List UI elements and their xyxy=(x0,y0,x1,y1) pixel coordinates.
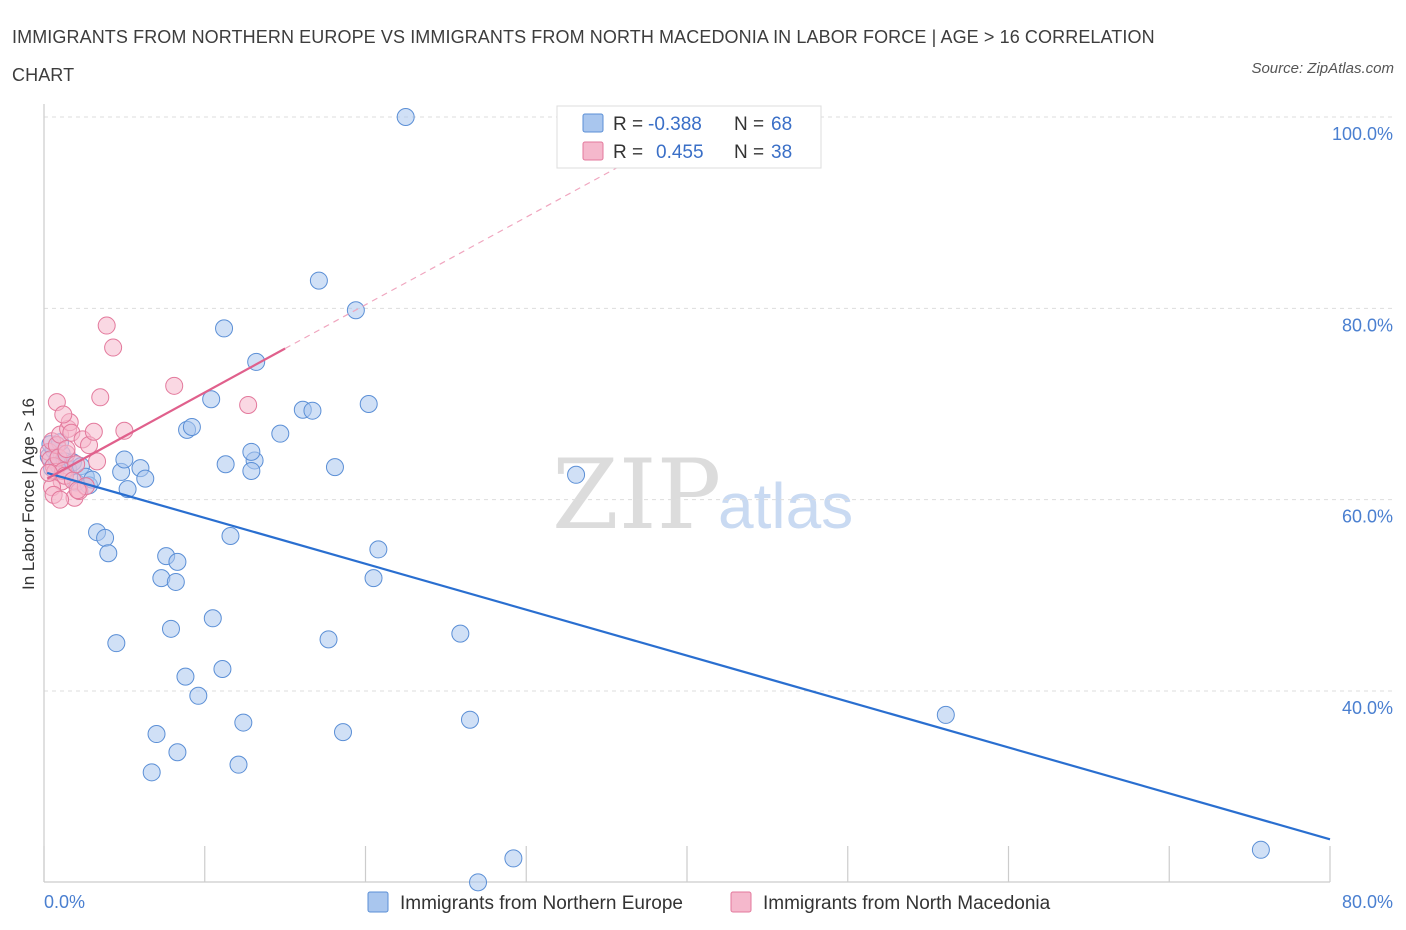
y-tick-label: 40.0% xyxy=(1342,698,1393,718)
point-northern-europe xyxy=(168,552,187,571)
point-north-macedonia xyxy=(54,405,73,424)
point-northern-europe xyxy=(325,458,344,477)
point-northern-europe xyxy=(234,713,253,732)
legend-n-value-2: 38 xyxy=(771,142,792,163)
point-north-macedonia xyxy=(57,439,76,458)
chart-title: IMMIGRANTS FROM NORTHERN EUROPE VS IMMIG… xyxy=(12,27,1155,85)
point-north-macedonia xyxy=(239,395,258,414)
legend-r-label-1: R = xyxy=(613,114,643,135)
point-northern-europe xyxy=(115,450,134,469)
point-northern-europe xyxy=(396,108,415,126)
point-northern-europe xyxy=(136,469,155,488)
point-northern-europe xyxy=(189,686,208,705)
x-tick-label-min: 0.0% xyxy=(44,892,85,912)
point-northern-europe xyxy=(451,624,470,643)
point-north-macedonia xyxy=(165,376,184,395)
point-northern-europe xyxy=(469,873,488,892)
point-northern-europe xyxy=(182,417,201,436)
point-northern-europe xyxy=(202,390,221,409)
point-north-macedonia xyxy=(104,338,123,357)
y-axis-tick-labels: 100.0% 80.0% 60.0% 40.0% xyxy=(1332,124,1393,718)
bottom-legend-label-pink: Immigrants from North Macedonia xyxy=(763,893,1051,914)
point-northern-europe xyxy=(319,630,338,649)
point-north-macedonia xyxy=(97,316,116,335)
point-northern-europe xyxy=(242,461,261,480)
legend-swatch-blue xyxy=(582,113,604,133)
point-northern-europe xyxy=(364,569,383,588)
point-northern-europe xyxy=(99,544,118,563)
y-tick-label: 80.0% xyxy=(1342,315,1393,335)
legend-r-value-2: 0.455 xyxy=(656,142,704,163)
point-northern-europe xyxy=(504,849,523,868)
series-legend: Immigrants from Northern Europe Immigran… xyxy=(367,891,1051,914)
point-northern-europe xyxy=(936,705,955,724)
x-tick-label-max: 80.0% xyxy=(1342,892,1393,912)
point-northern-europe xyxy=(203,609,222,628)
legend-r-value-1: -0.388 xyxy=(648,114,702,135)
point-northern-europe xyxy=(216,455,235,474)
point-northern-europe xyxy=(567,465,586,484)
point-northern-europe xyxy=(271,424,290,443)
trend-line-northern-europe xyxy=(46,471,1331,841)
point-northern-europe xyxy=(229,755,248,774)
point-northern-europe xyxy=(107,634,126,653)
point-northern-europe xyxy=(215,319,234,338)
trend-line-north-macedonia xyxy=(46,347,286,480)
bottom-legend-label-blue: Immigrants from Northern Europe xyxy=(400,893,683,914)
point-northern-europe xyxy=(1251,840,1270,859)
legend-swatch-pink xyxy=(582,141,604,161)
correlation-legend: R = -0.388 N = 68 R = 0.455 N = 38 xyxy=(556,105,822,169)
point-northern-europe xyxy=(96,528,115,547)
bottom-legend-swatch-blue xyxy=(367,891,389,913)
watermark-zip: ZIP xyxy=(552,439,721,551)
point-northern-europe xyxy=(166,572,185,591)
point-northern-europe xyxy=(213,659,232,678)
point-northern-europe xyxy=(161,619,180,638)
legend-n-label-1: N = xyxy=(734,114,764,135)
watermark-atlas: atlas xyxy=(718,470,853,542)
point-north-macedonia xyxy=(88,452,107,471)
point-northern-europe xyxy=(118,480,137,499)
point-northern-europe xyxy=(147,725,166,744)
legend-n-label-2: N = xyxy=(734,142,764,163)
point-northern-europe xyxy=(369,540,388,559)
point-north-macedonia xyxy=(84,422,103,441)
point-northern-europe xyxy=(309,271,328,290)
point-northern-europe xyxy=(460,710,479,729)
y-tick-label: 100.0% xyxy=(1332,124,1393,144)
source-label: Source: ZipAtlas.com xyxy=(1251,60,1394,77)
point-north-macedonia xyxy=(51,490,70,509)
point-north-macedonia xyxy=(91,388,110,407)
legend-n-value-1: 68 xyxy=(771,114,792,135)
point-northern-europe xyxy=(333,723,352,742)
point-northern-europe xyxy=(242,442,261,461)
point-northern-europe xyxy=(303,401,322,420)
y-axis-title: In Labor Force | Age > 16 xyxy=(19,398,38,590)
legend-r-label-2: R = xyxy=(613,142,643,163)
point-northern-europe xyxy=(176,667,195,686)
y-tick-label: 60.0% xyxy=(1342,507,1393,527)
point-northern-europe xyxy=(142,763,161,782)
point-northern-europe xyxy=(168,743,187,762)
x-axis-ticks xyxy=(43,846,1331,882)
bottom-legend-swatch-pink xyxy=(730,891,752,913)
point-northern-europe xyxy=(221,527,240,546)
point-northern-europe xyxy=(359,395,378,413)
